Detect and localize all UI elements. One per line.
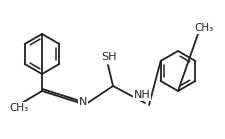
Text: CH₃: CH₃ [194, 23, 214, 33]
Text: CH₃: CH₃ [9, 103, 29, 113]
Text: SH: SH [101, 52, 117, 62]
Text: N: N [79, 97, 87, 107]
Text: NH: NH [134, 90, 150, 100]
